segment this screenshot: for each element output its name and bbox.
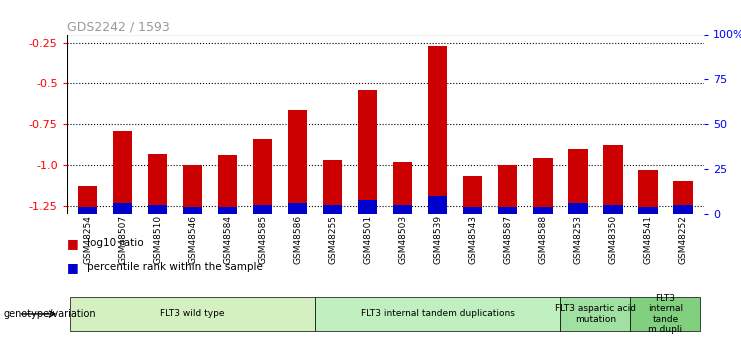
Text: genotype/variation: genotype/variation xyxy=(4,309,96,319)
Bar xyxy=(603,205,622,214)
Text: percentile rank within the sample: percentile rank within the sample xyxy=(87,263,263,272)
Bar xyxy=(253,205,273,214)
Bar xyxy=(183,207,202,214)
Bar xyxy=(288,109,308,214)
Bar xyxy=(638,207,657,214)
Bar xyxy=(358,199,377,214)
Text: ■: ■ xyxy=(67,237,79,250)
Bar xyxy=(288,203,308,214)
Text: FLT3 internal tandem duplications: FLT3 internal tandem duplications xyxy=(361,309,515,318)
Bar xyxy=(113,131,133,214)
Bar xyxy=(78,186,97,214)
Bar xyxy=(358,90,377,214)
Bar xyxy=(498,207,517,214)
Text: FLT3 wild type: FLT3 wild type xyxy=(161,309,225,318)
Bar xyxy=(218,207,237,214)
Bar xyxy=(148,205,167,214)
Bar xyxy=(428,46,448,214)
Bar xyxy=(148,154,167,214)
Bar xyxy=(323,205,342,214)
Bar xyxy=(218,155,237,214)
Text: FLT3
internal
tande
m dupli: FLT3 internal tande m dupli xyxy=(648,294,683,334)
Text: log10 ratio: log10 ratio xyxy=(87,238,144,248)
Bar xyxy=(638,170,657,214)
Bar xyxy=(183,165,202,214)
Bar xyxy=(463,207,482,214)
Text: ■: ■ xyxy=(67,261,79,274)
Bar xyxy=(393,205,413,214)
Bar xyxy=(568,149,588,214)
Bar xyxy=(428,196,448,214)
Bar xyxy=(603,145,622,214)
Bar xyxy=(113,203,133,214)
Bar xyxy=(393,162,413,214)
Bar xyxy=(674,181,693,214)
Bar xyxy=(568,203,588,214)
Bar xyxy=(534,207,553,214)
Bar xyxy=(498,165,517,214)
Text: GDS2242 / 1593: GDS2242 / 1593 xyxy=(67,20,170,33)
Bar xyxy=(323,160,342,214)
Bar xyxy=(534,158,553,214)
Bar xyxy=(463,176,482,214)
Text: FLT3 aspartic acid
mutation: FLT3 aspartic acid mutation xyxy=(555,304,636,324)
Bar xyxy=(674,205,693,214)
Bar xyxy=(78,207,97,214)
Bar xyxy=(253,139,273,214)
